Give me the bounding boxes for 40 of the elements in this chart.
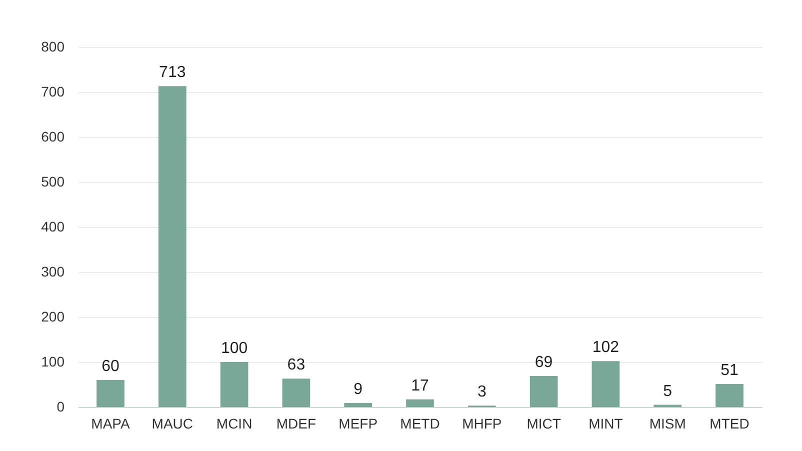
data-label: 63 [287,356,306,374]
y-tick-label: 400 [41,218,65,234]
data-label: 3 [477,384,486,401]
data-label: 100 [220,340,248,357]
data-label: 713 [159,64,186,82]
bar [220,362,248,407]
x-tick-label: MHFP [462,416,502,432]
bar [406,399,434,407]
bar [530,376,558,407]
x-tick-label: MICT [526,416,562,432]
bar [344,402,372,407]
data-label: 51 [720,362,738,380]
x-tick-label: MEFP [338,416,378,432]
x-tick-label: MISM [649,416,686,432]
x-tick-label: MCIN [216,416,252,432]
data-label: 17 [411,377,429,394]
y-tick-label: 700 [41,84,65,100]
y-tick-label: 0 [56,398,65,414]
x-tick-label: MAPA [91,416,130,432]
y-tick-label: 300 [41,264,65,280]
y-tick-label: 200 [41,308,65,324]
bar [716,384,744,407]
y-tick-label: 100 [41,354,65,370]
x-tick-label: MAUC [152,416,194,432]
y-tick-label: 800 [41,38,65,54]
data-label: 9 [354,380,363,398]
data-label: 102 [592,339,620,356]
bar [158,86,186,407]
data-label: 69 [534,354,553,371]
x-tick-label: MTED [710,416,750,432]
bar [282,378,310,407]
bar [96,380,124,407]
data-label: 5 [663,382,672,400]
data-label: 60 [102,358,120,375]
x-tick-label: MDEF [276,416,316,432]
y-tick-label: 500 [41,174,65,190]
x-tick-label: MINT [588,416,624,432]
bar [592,361,620,407]
x-tick-label: METD [400,416,440,432]
y-tick-label: 600 [41,128,65,144]
